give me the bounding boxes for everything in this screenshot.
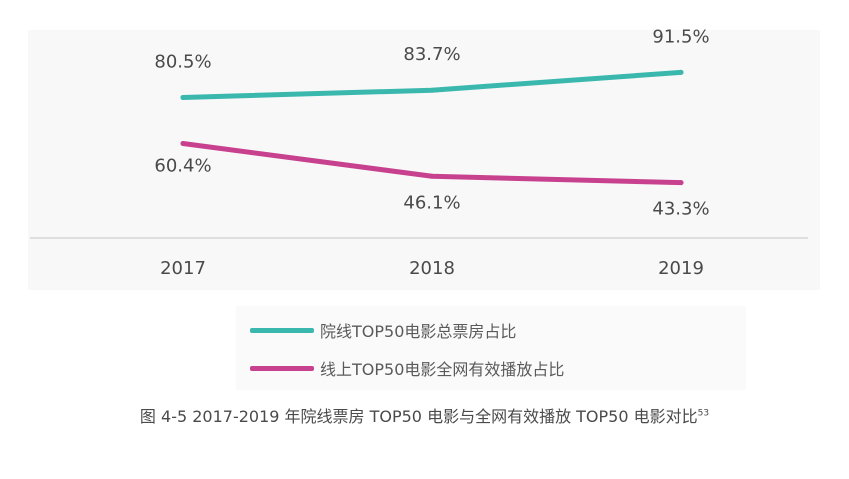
legend xyxy=(236,306,746,390)
legend-swatch-series-1 xyxy=(250,327,314,333)
figure-caption: 图 4-5 2017-2019 年院线票房 TOP50 电影与全网有效播放 TO… xyxy=(0,403,849,427)
data-label: 46.1% xyxy=(403,192,460,213)
data-point xyxy=(678,180,684,186)
plot-area xyxy=(28,30,820,290)
data-label: 91.5% xyxy=(652,26,709,47)
legend-item-series-2: 线上TOP50电影全网有效播放占比 xyxy=(250,356,564,380)
data-label: 83.7% xyxy=(403,44,460,65)
caption-footnote: 53 xyxy=(697,408,710,419)
legend-label-series-1: 院线TOP50电影总票房占比 xyxy=(320,322,517,341)
series-line-1 xyxy=(180,69,684,101)
legend-label-series-2: 线上TOP50电影全网有效播放占比 xyxy=(320,360,565,379)
data-label: 80.5% xyxy=(154,52,211,73)
x-tick-label: 2018 xyxy=(409,258,455,279)
data-label: 60.4% xyxy=(154,156,211,177)
line-chart: 2017 2018 2019 80.5% 83.7% 91.5% 60.4% 46.1% 43.… xyxy=(30,26,808,279)
caption-text: 图 4-5 2017-2019 年院线票房 TOP50 电影与全网有效播放 TO… xyxy=(139,407,698,426)
data-point xyxy=(180,95,186,101)
legend-swatch-series-2 xyxy=(250,365,314,371)
x-tick-label: 2019 xyxy=(658,258,704,279)
data-point xyxy=(678,69,684,75)
data-point xyxy=(180,141,186,147)
data-point xyxy=(429,87,435,93)
x-tick-label: 2017 xyxy=(160,258,206,279)
data-point xyxy=(429,173,435,179)
legend-item-series-1: 院线TOP50电影总票房占比 xyxy=(250,318,516,342)
data-label: 43.3% xyxy=(652,199,709,220)
